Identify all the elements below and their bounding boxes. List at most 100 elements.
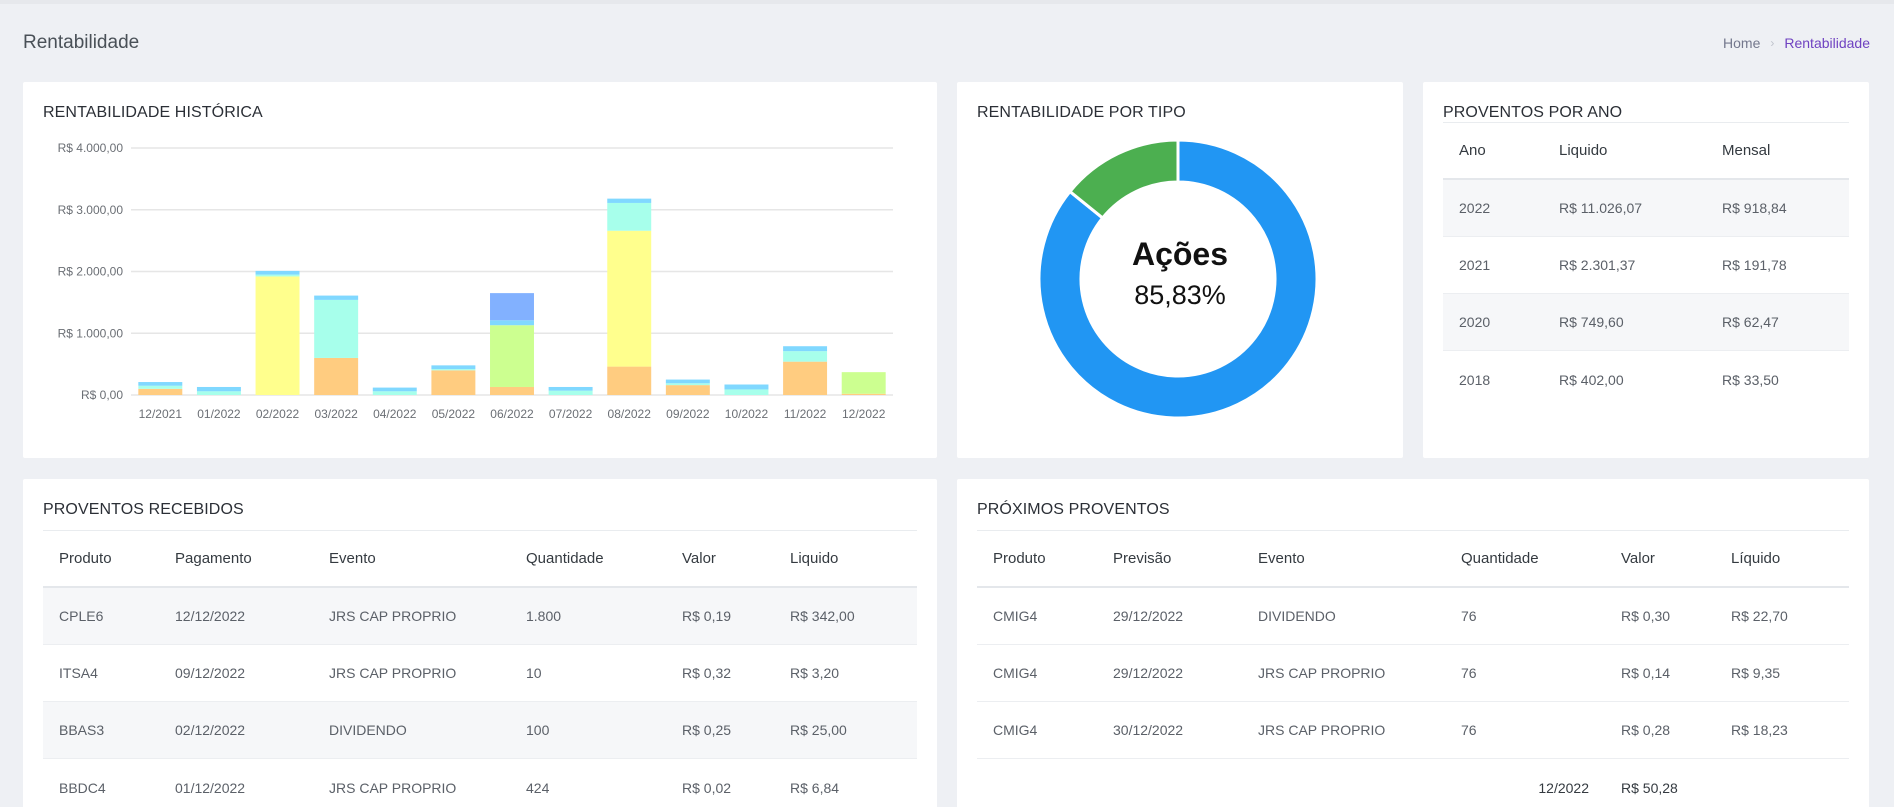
y-tick-label: R$ 2.000,00 xyxy=(58,265,124,279)
bar-segment[interactable] xyxy=(607,198,652,203)
bar-segment[interactable] xyxy=(607,202,652,231)
cell-value: R$ 0,30 xyxy=(1621,608,1671,624)
cell-year: 2021 xyxy=(1459,257,1491,273)
cell-monthly: R$ 33,50 xyxy=(1722,371,1779,388)
column-header: Quantidade xyxy=(526,550,604,567)
bar-segment[interactable] xyxy=(372,391,417,395)
breadcrumb-current: Rentabilidade xyxy=(1784,35,1870,51)
bar-segment[interactable] xyxy=(665,379,710,384)
cell-value: R$ 0,14 xyxy=(1621,665,1671,681)
cell-net: R$ 22,70 xyxy=(1731,608,1788,624)
table-row: ITSA4 09/12/2022 JRS CAP PROPRIO 10 R$ 0… xyxy=(43,645,917,702)
bar-segment[interactable] xyxy=(490,386,534,395)
bar-segment[interactable] xyxy=(783,361,828,395)
cell-event: DIVIDENDO xyxy=(329,722,407,738)
bar-segment[interactable] xyxy=(372,387,417,392)
cell-monthly: R$ 62,47 xyxy=(1722,314,1779,330)
total-period: 12/2022 xyxy=(1538,779,1589,796)
cell-net: R$ 9,35 xyxy=(1731,665,1781,681)
bar-segment[interactable] xyxy=(138,385,183,389)
breadcrumb: Home › Rentabilidade xyxy=(1723,35,1870,51)
x-tick-label: 01/2022 xyxy=(197,407,241,421)
donut-slice[interactable] xyxy=(1067,138,1180,221)
column-header: Pagamento xyxy=(175,550,252,567)
bar-segment[interactable] xyxy=(490,320,534,326)
bar-segment[interactable] xyxy=(724,384,769,390)
x-tick-label: 10/2022 xyxy=(725,407,769,421)
bar-segment[interactable] xyxy=(841,393,886,395)
cell-event: DIVIDENDO xyxy=(1258,608,1336,624)
cell-event: JRS CAP PROPRIO xyxy=(329,665,457,681)
bar-segment[interactable] xyxy=(724,389,769,395)
historical-return-card: RENTABILIDADE HISTÓRICA R$ 0,00 R$ 1.000,… xyxy=(23,82,937,458)
bar-segment[interactable] xyxy=(314,357,359,395)
column-header: Quantidade xyxy=(1461,550,1539,567)
dividends-by-year-table: Ano Liquido Mensal 2022 R$ 11.026,07 R$ … xyxy=(1443,122,1849,408)
bar-segment[interactable] xyxy=(314,299,359,358)
column-header: Liquido xyxy=(790,550,839,567)
column-header: Evento xyxy=(1258,550,1305,567)
bar-segment[interactable] xyxy=(665,385,710,395)
donut-slice[interactable] xyxy=(1037,138,1319,420)
bar-segment[interactable] xyxy=(138,388,183,395)
cell-event: JRS CAP PROPRIO xyxy=(329,779,457,796)
bar-segment[interactable] xyxy=(255,274,300,277)
cell-monthly: R$ 191,78 xyxy=(1722,257,1787,273)
x-tick-label: 12/2022 xyxy=(842,407,886,421)
breadcrumb-home-link[interactable]: Home xyxy=(1723,35,1761,51)
cell-net: R$ 402,00 xyxy=(1559,371,1624,388)
cell-quantity: 1.800 xyxy=(526,608,562,624)
cell-product: ITSA4 xyxy=(59,665,98,681)
bar-segment[interactable] xyxy=(255,276,300,395)
column-header: Liquido xyxy=(1559,142,1608,159)
table-row: 2018 R$ 402,00 R$ 33,50 xyxy=(1443,351,1849,408)
bar-segment[interactable] xyxy=(431,369,476,371)
cell-net: R$ 18,23 xyxy=(1731,722,1788,738)
cell-value: R$ 0,02 xyxy=(682,779,732,796)
table-row: CMIG4 30/12/2022 JRS CAP PROPRIO 76 R$ 0… xyxy=(977,702,1849,759)
bar-segment[interactable] xyxy=(607,366,652,395)
column-header: Líquido xyxy=(1731,550,1781,567)
cell-value: R$ 0,25 xyxy=(682,722,732,738)
bar-segment[interactable] xyxy=(548,386,593,391)
return-by-type-card: RENTABILIDADE POR TIPO Ações 85,83% xyxy=(957,82,1403,458)
cell-net: R$ 6,84 xyxy=(790,779,840,796)
card-title: RENTABILIDADE HISTÓRICA xyxy=(43,104,263,121)
table-row: BBDC4 01/12/2022 JRS CAP PROPRIO 424 R$ … xyxy=(43,759,917,807)
column-header: Evento xyxy=(329,550,376,567)
bar-segment[interactable] xyxy=(783,346,828,352)
card-title: RENTABILIDADE POR TIPO xyxy=(977,104,1186,121)
table-row: CMIG4 29/12/2022 JRS CAP PROPRIO 76 R$ 0… xyxy=(977,645,1849,702)
bar-segment[interactable] xyxy=(783,351,828,362)
bar-segment[interactable] xyxy=(196,386,241,392)
column-header: Mensal xyxy=(1722,142,1771,159)
cell-event: JRS CAP PROPRIO xyxy=(329,608,457,624)
cell-product: CMIG4 xyxy=(993,665,1038,681)
cell-event: JRS CAP PROPRIO xyxy=(1258,722,1386,738)
table-row: 2022 R$ 11.026,07 R$ 918,84 xyxy=(1443,180,1849,237)
y-tick-label: R$ 4.000,00 xyxy=(58,141,124,155)
bar-segment[interactable] xyxy=(665,383,710,386)
cell-payment: 09/12/2022 xyxy=(175,665,246,681)
bar-segment[interactable] xyxy=(314,295,359,300)
table-total-row: 12/2022 R$ 50,28 xyxy=(977,759,1849,807)
bar-segment[interactable] xyxy=(490,325,534,387)
bar-segment[interactable] xyxy=(431,370,476,395)
dividends-by-year-card: PROVENTOS POR ANO Ano Liquido Mensal 202… xyxy=(1423,82,1869,458)
bar-segment[interactable] xyxy=(607,230,652,367)
bar-segment[interactable] xyxy=(255,270,300,275)
received-dividends-card: PROVENTOS RECEBIDOS Produto Pagamento Ev… xyxy=(23,479,937,807)
x-tick-label: 05/2022 xyxy=(432,407,476,421)
return-by-type-donut xyxy=(1037,138,1319,420)
bar-segment[interactable] xyxy=(431,365,476,370)
x-tick-label: 02/2022 xyxy=(256,407,300,421)
cell-product: CMIG4 xyxy=(993,608,1038,624)
y-tick-label: R$ 0,00 xyxy=(81,388,123,402)
bar-segment[interactable] xyxy=(196,391,241,395)
bar-segment[interactable] xyxy=(548,390,593,395)
cell-net: R$ 3,20 xyxy=(790,665,840,681)
table-row: CPLE6 12/12/2022 JRS CAP PROPRIO 1.800 R… xyxy=(43,588,917,645)
bar-segment[interactable] xyxy=(138,382,183,386)
bar-segment[interactable] xyxy=(490,293,534,321)
bar-segment[interactable] xyxy=(841,372,886,394)
